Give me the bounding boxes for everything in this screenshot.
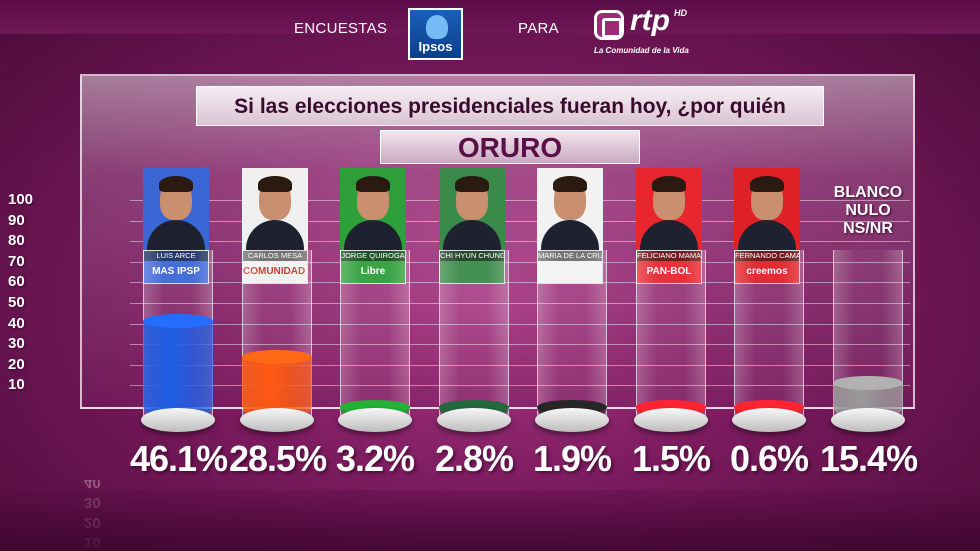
- bar-cylinder: [537, 250, 607, 420]
- blanco-line-2: NULO: [845, 202, 891, 219]
- gridline: [130, 282, 910, 284]
- candidate-photo: [734, 168, 800, 250]
- gridline: [130, 344, 910, 346]
- bar-base: [141, 408, 215, 432]
- y-tick-label: 20: [8, 355, 25, 373]
- gridline: [130, 323, 910, 325]
- question-title: Si las elecciones presidenciales fueran …: [196, 86, 824, 158]
- data-label: 1.5%: [631, 438, 711, 479]
- photo-hair: [258, 176, 292, 192]
- photo-hair: [356, 176, 390, 192]
- rtp-square-icon: [594, 10, 624, 40]
- gridline: [130, 385, 910, 387]
- bar-top: [242, 349, 312, 364]
- bar-top: [833, 376, 903, 391]
- bar-cylinder: [636, 250, 706, 420]
- rtp-logo: rtp HD La Comunidad de la Vida: [592, 4, 702, 56]
- gridline: [130, 261, 910, 263]
- header-band: ENCUESTAS PARA: [0, 0, 980, 37]
- candidate-name: MARIA DE LA CRUZ BAYA: [538, 251, 602, 261]
- data-label: 28.5%: [229, 438, 327, 479]
- data-label: 3.2%: [335, 438, 415, 479]
- candidate-name: JORGE QUIROGA: [341, 251, 405, 261]
- data-label: 2.8%: [434, 438, 514, 479]
- y-tick-label: 30: [8, 335, 25, 353]
- y-tick-label: 40: [8, 314, 25, 332]
- gridline: [130, 364, 910, 366]
- bar-base: [535, 408, 609, 432]
- bar-base: [240, 408, 314, 432]
- blanco-line-3: NS/NR: [843, 220, 893, 237]
- candidate-photo: [537, 168, 603, 250]
- bar-top: [143, 313, 213, 328]
- candidate-name: CARLOS MESA: [243, 251, 307, 261]
- gridline: [130, 241, 910, 243]
- gridline: [130, 200, 910, 201]
- y-tick-label: 90: [8, 211, 25, 229]
- bar: [242, 356, 312, 415]
- candidate-name: CHI HYUN CHUNG: [440, 251, 504, 261]
- candidate-photo: [636, 168, 702, 250]
- candidate-nameplate: MARIA DE LA CRUZ BAYA: [537, 250, 603, 284]
- y-tick-label: 10: [8, 376, 25, 394]
- photo-hair: [553, 176, 587, 192]
- region-title: ORURO: [380, 130, 640, 164]
- party-label: MAS IPSP: [144, 261, 208, 283]
- y-tick-label: 80: [8, 232, 25, 250]
- blanco-line-1: BLANCO: [833, 184, 903, 201]
- photo-hair: [652, 176, 686, 192]
- ipsos-logo-text: Ipsos: [418, 39, 453, 54]
- party-label: creemos: [735, 261, 799, 283]
- party-label: PAN-BOL: [637, 261, 701, 283]
- candidate-nameplate: CARLOS MESACOMUNIDAD CIUDADANA: [242, 250, 308, 284]
- data-label: 15.4%: [820, 438, 918, 479]
- encuestas-label: ENCUESTAS: [294, 20, 388, 37]
- bottom-band: [0, 490, 980, 551]
- candidate-name: FELICIANO MAMANI: [637, 251, 701, 261]
- bar-base: [437, 408, 511, 432]
- y-tick-label: 50: [8, 294, 25, 311]
- candidate-nameplate: CHI HYUN CHUNG: [439, 250, 505, 284]
- candidate-photo: [242, 168, 308, 250]
- gridline: [130, 303, 910, 304]
- y-tick-label: 60: [8, 273, 25, 291]
- party-label: Libre: [341, 261, 405, 283]
- bar-cylinder: [439, 250, 509, 420]
- candidate-nameplate: LUIS ARCEMAS IPSP: [143, 250, 209, 284]
- ipsos-face-icon: [426, 15, 448, 39]
- photo-hair: [159, 176, 193, 192]
- candidate-photo: [439, 168, 505, 250]
- blanco-label: BLANCO NULO NS/NR: [826, 184, 910, 238]
- party-label: COMUNIDAD CIUDADANA: [243, 261, 307, 283]
- candidate-photo: [143, 168, 209, 250]
- rtp-hd-label: HD: [674, 8, 687, 18]
- candidate-name: FERNANDO CAMACHO: [735, 251, 799, 261]
- bar-base: [732, 408, 806, 432]
- data-label: 0.6%: [729, 438, 809, 479]
- bar-cylinder: [340, 250, 410, 420]
- bar-cylinder: [734, 250, 804, 420]
- data-label: 46.1%: [130, 438, 228, 479]
- bar: [143, 320, 213, 415]
- gridline: [130, 220, 910, 222]
- bar-base: [831, 408, 905, 432]
- rtp-tagline: La Comunidad de la Vida: [594, 46, 689, 55]
- data-label: 1.9%: [532, 438, 612, 479]
- candidate-name: LUIS ARCE: [144, 251, 208, 261]
- bar-base: [634, 408, 708, 432]
- photo-hair: [455, 176, 489, 192]
- y-tick-label: 70: [8, 252, 25, 270]
- candidate-nameplate: FERNANDO CAMACHOcreemos: [734, 250, 800, 284]
- bar-base: [338, 408, 412, 432]
- photo-hair: [750, 176, 784, 192]
- ipsos-logo: Ipsos: [408, 8, 463, 60]
- candidate-photo: [340, 168, 406, 250]
- candidate-nameplate: JORGE QUIROGALibre: [340, 250, 406, 284]
- para-label: PARA: [518, 20, 559, 37]
- y-tick-label: 100: [8, 191, 34, 208]
- rtp-logo-text: rtp: [630, 4, 670, 37]
